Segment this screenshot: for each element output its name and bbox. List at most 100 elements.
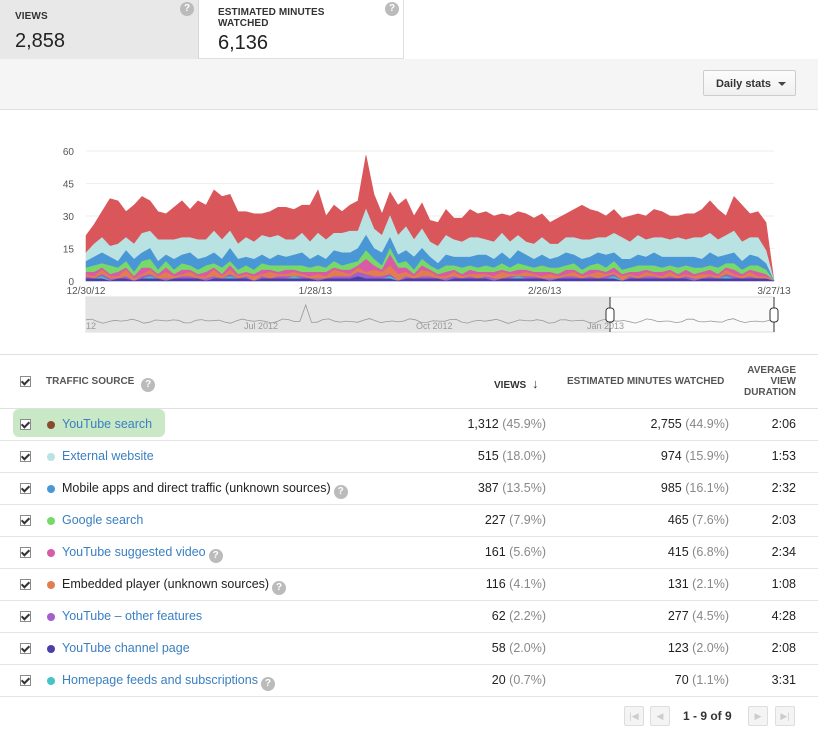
row-help-icon[interactable]: ? bbox=[260, 677, 275, 691]
navigator-right-handle[interactable] bbox=[769, 307, 779, 323]
x-tick-label: 3/27/13 bbox=[757, 286, 791, 297]
minutes-help-icon[interactable]: ? bbox=[385, 2, 399, 16]
minutes-cell: 465 (7.6%) bbox=[668, 513, 729, 527]
traffic-source-help-icon[interactable]: ? bbox=[141, 378, 156, 392]
avg-duration-cell: 2:32 bbox=[771, 481, 796, 495]
views-column-header[interactable]: VIEWS ↓ bbox=[494, 376, 539, 391]
minutes-count: 2,755 bbox=[650, 417, 682, 431]
source-name[interactable]: External website bbox=[62, 449, 154, 463]
last-page-button[interactable]: ▶| bbox=[775, 706, 795, 726]
views-percent: (13.5%) bbox=[502, 481, 546, 495]
avg-duration-cell: 2:03 bbox=[771, 513, 796, 527]
area-series-0[interactable] bbox=[85, 276, 775, 282]
table-row[interactable]: Google search 227 (7.9%) 465 (7.6%) 2:03 bbox=[0, 505, 818, 537]
prev-page-button[interactable]: ◀ bbox=[650, 706, 670, 726]
minutes-count: 985 bbox=[660, 481, 682, 495]
views-value: 2,858 bbox=[15, 30, 66, 52]
avg-header-line3: DURATION bbox=[743, 387, 796, 398]
avg-duration-cell: 4:28 bbox=[771, 609, 796, 623]
views-metric-card[interactable]: VIEWS 2,858 ? bbox=[0, 0, 199, 59]
row-checkbox[interactable] bbox=[20, 547, 31, 558]
table-row[interactable]: Homepage feeds and subscriptions? 20 (0.… bbox=[0, 665, 818, 697]
views-count: 161 bbox=[484, 545, 506, 559]
x-tick-label: 2/26/13 bbox=[528, 286, 562, 297]
table-row[interactable]: YouTube – other features 62 (2.2%) 277 (… bbox=[0, 601, 818, 633]
row-help-icon[interactable]: ? bbox=[333, 485, 348, 499]
row-checkbox[interactable] bbox=[20, 675, 31, 686]
minutes-cell: 415 (6.8%) bbox=[668, 545, 729, 559]
views-percent: (4.1%) bbox=[509, 577, 546, 591]
row-checkbox[interactable] bbox=[20, 611, 31, 622]
source-name[interactable]: YouTube suggested video? bbox=[62, 545, 223, 563]
views-cell: 227 (7.9%) bbox=[485, 513, 546, 527]
row-checkbox[interactable] bbox=[20, 579, 31, 590]
source-name[interactable]: Homepage feeds and subscriptions? bbox=[62, 673, 275, 691]
minutes-cell: 123 (2.0%) bbox=[668, 641, 729, 655]
minutes-percent: (1.1%) bbox=[692, 673, 729, 687]
table-row[interactable]: YouTube search 1,312 (45.9%) 2,755 (44.9… bbox=[0, 409, 818, 441]
table-row[interactable]: YouTube channel page 58 (2.0%) 123 (2.0%… bbox=[0, 633, 818, 665]
minutes-count: 415 bbox=[667, 545, 689, 559]
chart-panel: 60 45 30 15 0 12/30/12 1/28/13 2/26/13 3/27/13 … bbox=[0, 110, 818, 355]
row-help-icon[interactable]: ? bbox=[208, 549, 223, 563]
row-checkbox[interactable] bbox=[20, 643, 31, 654]
navigator-label: Jul 2012 bbox=[244, 321, 278, 331]
views-percent: (0.7%) bbox=[509, 673, 546, 687]
source-name[interactable]: YouTube channel page bbox=[62, 641, 190, 655]
row-checkbox[interactable] bbox=[20, 419, 31, 430]
avg-duration-cell: 1:08 bbox=[771, 577, 796, 591]
minutes-label: ESTIMATED MINUTES WATCHED bbox=[218, 7, 325, 29]
avg-duration-cell: 2:34 bbox=[771, 545, 796, 559]
source-name[interactable]: Embedded player (unknown sources)? bbox=[62, 577, 287, 595]
row-checkbox[interactable] bbox=[20, 483, 31, 494]
table-row[interactable]: YouTube suggested video? 161 (5.6%) 415 … bbox=[0, 537, 818, 569]
source-label: YouTube channel page bbox=[62, 641, 190, 655]
source-name[interactable]: YouTube search bbox=[62, 417, 152, 431]
minutes-metric-card[interactable]: ESTIMATED MINUTES WATCHED 6,136 ? bbox=[199, 0, 404, 59]
views-count: 387 bbox=[477, 481, 499, 495]
avg-header-line2: VIEW bbox=[770, 376, 796, 387]
avg-duration-column-header[interactable]: AVERAGE VIEW DURATION bbox=[744, 365, 796, 398]
views-cell: 1,312 (45.9%) bbox=[467, 417, 546, 431]
navigator-left-handle[interactable] bbox=[605, 307, 615, 323]
source-name[interactable]: YouTube – other features bbox=[62, 609, 202, 623]
views-help-icon[interactable]: ? bbox=[180, 2, 194, 16]
source-name[interactable]: Google search bbox=[62, 513, 143, 527]
views-percent: (18.0%) bbox=[502, 449, 546, 463]
views-count: 20 bbox=[491, 673, 506, 687]
source-label: YouTube search bbox=[62, 417, 153, 431]
table-row[interactable]: Mobile apps and direct traffic (unknown … bbox=[0, 473, 818, 505]
y-tick-label: 0 bbox=[68, 277, 74, 288]
views-percent: (2.0%) bbox=[509, 641, 546, 655]
minutes-column-header[interactable]: ESTIMATED MINUTES WATCHED bbox=[567, 376, 725, 387]
next-page-button[interactable]: ▶ bbox=[748, 706, 768, 726]
views-percent: (45.9%) bbox=[502, 417, 546, 431]
row-checkbox[interactable] bbox=[20, 451, 31, 462]
minutes-cell: 2,755 (44.9%) bbox=[650, 417, 729, 431]
minutes-count: 131 bbox=[667, 577, 689, 591]
views-column-label: VIEWS bbox=[494, 380, 527, 391]
minutes-count: 70 bbox=[674, 673, 689, 687]
views-count: 515 bbox=[477, 449, 499, 463]
row-checkbox[interactable] bbox=[20, 515, 31, 526]
table-row[interactable]: External website 515 (18.0%) 974 (15.9%)… bbox=[0, 441, 818, 473]
select-all-checkbox[interactable] bbox=[20, 376, 31, 387]
source-label: External website bbox=[62, 449, 154, 463]
source-name[interactable]: Mobile apps and direct traffic (unknown … bbox=[62, 481, 348, 499]
daily-stats-dropdown[interactable]: Daily stats bbox=[702, 70, 796, 96]
row-help-icon[interactable]: ? bbox=[272, 581, 287, 595]
first-page-button[interactable]: |◀ bbox=[624, 706, 644, 726]
table-row[interactable]: Embedded player (unknown sources)? 116 (… bbox=[0, 569, 818, 601]
y-tick-label: 15 bbox=[63, 245, 75, 256]
traffic-source-header-label: TRAFFIC SOURCE bbox=[46, 376, 135, 387]
metrics-strip-empty bbox=[404, 0, 818, 60]
navigator-label: Jan 2013 bbox=[587, 321, 624, 331]
last-page-icon: ▶| bbox=[780, 711, 790, 721]
minutes-count: 974 bbox=[660, 449, 682, 463]
traffic-source-header[interactable]: TRAFFIC SOURCE ? bbox=[46, 376, 156, 392]
table-header: TRAFFIC SOURCE ? VIEWS ↓ ESTIMATED MINUT… bbox=[0, 356, 818, 409]
minutes-cell: 985 (16.1%) bbox=[661, 481, 729, 495]
y-tick-label: 60 bbox=[63, 147, 75, 158]
time-navigator[interactable]: 12 Jul 2012 Oct 2012 Jan 2013 bbox=[85, 296, 779, 333]
